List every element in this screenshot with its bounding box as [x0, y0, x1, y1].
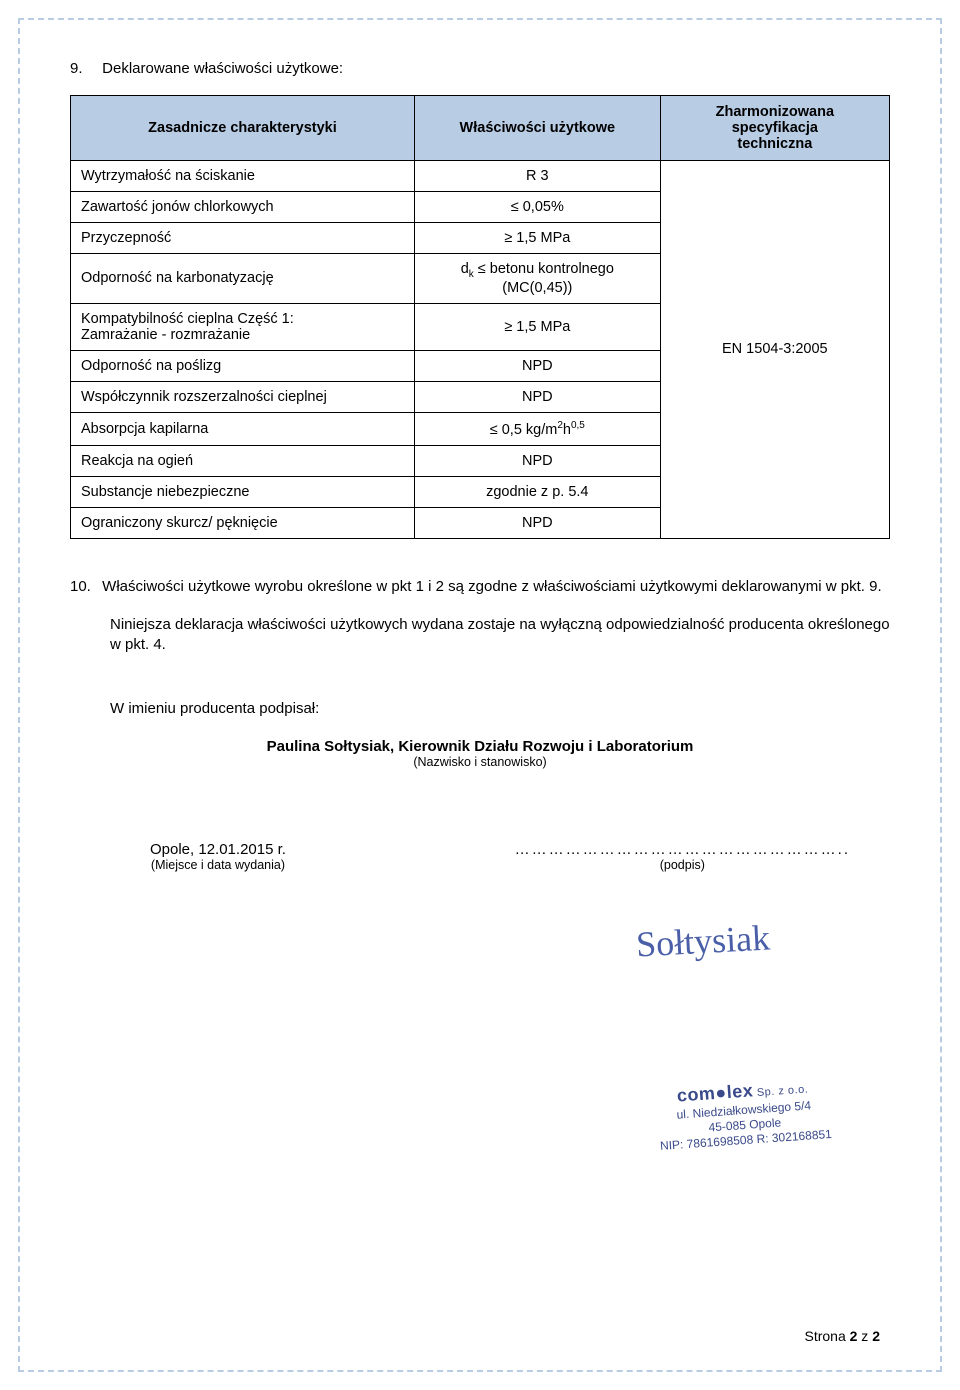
- signature-caption: (podpis): [515, 858, 850, 872]
- section-10-para1: 10. Właściwości użytkowe wyrobu określon…: [70, 577, 890, 597]
- cell-c2: zgodnie z p. 5.4: [414, 476, 660, 507]
- cell-c1: Przyczepność: [71, 223, 415, 254]
- place-date-text: Opole, 12.01.2015 r.: [150, 841, 286, 858]
- cell-c1: Zawartość jonów chlorkowych: [71, 192, 415, 223]
- place-date-caption: (Miejsce i data wydania): [150, 858, 286, 872]
- cell-c1: Substancje niebezpieczne: [71, 476, 415, 507]
- cell-c1: Odporność na karbonatyzację: [71, 254, 415, 304]
- section-10-block: 10. Właściwości użytkowe wyrobu określon…: [70, 577, 890, 720]
- signatory-caption: (Nazwisko i stanowisko): [70, 755, 890, 769]
- cell-c2: dk ≤ betonu kontrolnego (MC(0,45)): [414, 254, 660, 304]
- page-frame: 9. Deklarowane właściwości użytkowe: Zas…: [18, 18, 942, 1372]
- cell-spec: EN 1504-3:2005: [660, 161, 889, 539]
- handwritten-signature: Sołtysiak: [635, 917, 771, 966]
- c2-pre: d: [461, 261, 469, 277]
- cell-c1: Odporność na poślizg: [71, 350, 415, 381]
- table-row: Wytrzymałość na ściskanie R 3 EN 1504-3:…: [71, 161, 890, 192]
- para1-text: Właściwości użytkowe wyrobu określone w …: [102, 578, 881, 595]
- signature-block: Paulina Sołtysiak, Kierownik Działu Rozw…: [70, 738, 890, 769]
- cell-c2: R 3: [414, 161, 660, 192]
- company-stamp: com●lex Sp. z o.o. ul. Niedziałkowskiego…: [656, 1074, 832, 1153]
- th-spec-l2: specyfikacja: [732, 120, 818, 136]
- section-9-number: 9.: [70, 60, 98, 77]
- signature-right: ………………………………………………….. (podpis): [515, 841, 850, 872]
- properties-table: Zasadnicze charakterystyki Właściwości u…: [70, 95, 890, 539]
- stamp-logo-p1: com: [676, 1083, 716, 1106]
- signatory-name-title: Paulina Sołtysiak, Kierownik Działu Rozw…: [70, 738, 890, 755]
- cell-c2: NPD: [414, 350, 660, 381]
- cell-c2: ≤ 0,05%: [414, 192, 660, 223]
- cell-c1: Współczynnik rozszerzalności cieplnej: [71, 381, 415, 412]
- place-date-left: Opole, 12.01.2015 r. (Miejsce i data wyd…: [150, 841, 286, 872]
- cell-c1: Kompatybilność cieplna Część 1: Zamrażan…: [71, 303, 415, 350]
- cell-c2: ≥ 1,5 MPa: [414, 303, 660, 350]
- section-9-title: 9. Deklarowane właściwości użytkowe:: [70, 60, 890, 77]
- section-9-text: Deklarowane właściwości użytkowe:: [102, 60, 343, 77]
- section-10-para3: W imieniu producenta podpisał:: [70, 699, 890, 719]
- cell-c2: ≥ 1,5 MPa: [414, 223, 660, 254]
- cell-c1: Wytrzymałość na ściskanie: [71, 161, 415, 192]
- th-spec: Zharmonizowana specyfikacja techniczna: [660, 96, 889, 161]
- place-date-row: Opole, 12.01.2015 r. (Miejsce i data wyd…: [70, 841, 890, 872]
- th-properties: Właściwości użytkowe: [414, 96, 660, 161]
- page-footer: Strona 2 z 2: [804, 1328, 880, 1344]
- c1-l2: Zamrażanie - rozmrażanie: [81, 327, 250, 343]
- signature-dots: …………………………………………………..: [515, 841, 850, 858]
- c2-mid: h: [563, 422, 571, 438]
- cell-c1: Reakcja na ogień: [71, 445, 415, 476]
- table-header-row: Zasadnicze charakterystyki Właściwości u…: [71, 96, 890, 161]
- stamp-sp: Sp. z o.o.: [753, 1083, 809, 1099]
- c1-l1: Kompatybilność cieplna Część 1:: [81, 311, 294, 327]
- stamp-logo-p2: lex: [726, 1080, 754, 1102]
- cell-c2: NPD: [414, 507, 660, 538]
- cell-c1: Ograniczony skurcz/ pęknięcie: [71, 507, 415, 538]
- cell-c2: NPD: [414, 381, 660, 412]
- section-10-para2: Niniejsza deklaracja właściwości użytkow…: [70, 615, 890, 656]
- th-spec-l1: Zharmonizowana: [716, 104, 834, 120]
- th-spec-l3: techniczna: [737, 136, 812, 152]
- footer-mid: z: [857, 1328, 872, 1344]
- cell-c2: NPD: [414, 445, 660, 476]
- c2-pre: ≤ 0,5 kg/m: [490, 422, 558, 438]
- footer-tot: 2: [872, 1328, 880, 1344]
- th-characteristics: Zasadnicze charakterystyki: [71, 96, 415, 161]
- cell-c2: ≤ 0,5 kg/m2h0,5: [414, 412, 660, 445]
- section-10-number: 10.: [70, 577, 98, 597]
- footer-pre: Strona: [804, 1328, 849, 1344]
- c2-sup2: 0,5: [571, 420, 585, 431]
- c2-post: ≤ betonu kontrolnego: [474, 261, 614, 277]
- c2-l2: (MC(0,45)): [502, 280, 572, 296]
- cell-c1: Absorpcja kapilarna: [71, 412, 415, 445]
